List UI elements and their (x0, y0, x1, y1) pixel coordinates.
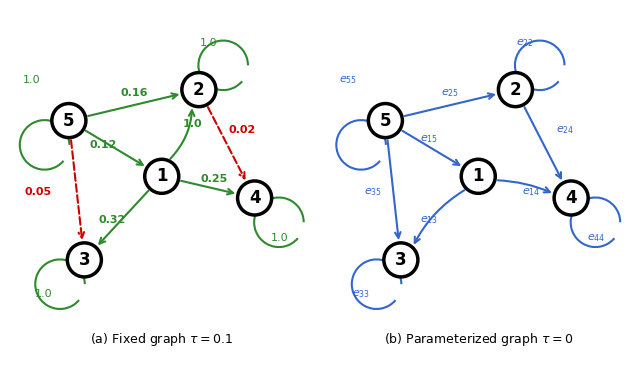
Text: $e_{14}$: $e_{14}$ (522, 186, 540, 198)
Text: 2: 2 (509, 81, 521, 99)
Circle shape (499, 73, 532, 107)
Circle shape (52, 104, 86, 138)
Text: $e_{22}$: $e_{22}$ (516, 37, 534, 49)
Circle shape (369, 104, 403, 138)
Circle shape (384, 243, 418, 277)
Circle shape (67, 243, 101, 277)
Text: 4: 4 (565, 189, 577, 207)
Title: (b) Parameterized graph $\tau = 0$: (b) Parameterized graph $\tau = 0$ (383, 331, 573, 349)
Text: 5: 5 (63, 112, 75, 130)
Text: 1: 1 (472, 167, 484, 185)
Text: 1.0: 1.0 (183, 119, 202, 129)
Circle shape (461, 159, 495, 193)
Text: 0.16: 0.16 (120, 88, 148, 98)
Text: 4: 4 (249, 189, 260, 207)
Text: 1.0: 1.0 (23, 75, 40, 85)
Text: 1.0: 1.0 (271, 233, 288, 243)
Circle shape (182, 73, 216, 107)
Text: $e_{55}$: $e_{55}$ (339, 74, 357, 86)
Text: $e_{44}$: $e_{44}$ (587, 233, 605, 244)
Circle shape (554, 181, 588, 215)
Text: 1.0: 1.0 (35, 289, 53, 299)
Text: $e_{24}$: $e_{24}$ (556, 124, 574, 136)
Text: 0.12: 0.12 (89, 141, 116, 150)
Text: $e_{15}$: $e_{15}$ (420, 133, 438, 145)
Text: $e_{25}$: $e_{25}$ (442, 87, 460, 99)
Text: 0.32: 0.32 (99, 215, 126, 224)
Text: 5: 5 (380, 112, 391, 130)
Text: $e_{33}$: $e_{33}$ (351, 288, 370, 300)
Circle shape (237, 181, 271, 215)
Text: 3: 3 (79, 251, 90, 269)
Text: 1.0: 1.0 (200, 38, 217, 48)
Circle shape (145, 159, 179, 193)
Text: $e_{13}$: $e_{13}$ (420, 214, 438, 226)
Text: 3: 3 (395, 251, 406, 269)
Text: 2: 2 (193, 81, 205, 99)
Text: 0.25: 0.25 (201, 174, 228, 184)
Text: 0.02: 0.02 (228, 125, 256, 135)
Text: $e_{35}$: $e_{35}$ (364, 186, 382, 198)
Text: 0.05: 0.05 (24, 187, 51, 197)
Title: (a) Fixed graph $\tau = 0.1$: (a) Fixed graph $\tau = 0.1$ (90, 331, 234, 349)
Text: 1: 1 (156, 167, 168, 185)
